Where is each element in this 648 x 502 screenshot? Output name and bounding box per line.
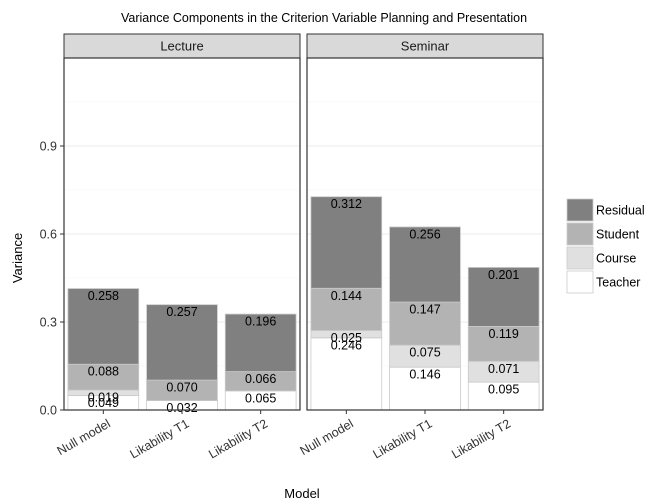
y-axis: 0.0 0.3 0.6 0.9 — [40, 140, 64, 418]
legend-item-course: Course — [566, 246, 636, 270]
legend-item-student: Student — [566, 222, 640, 246]
legend-swatch-teacher — [566, 270, 594, 294]
bar-segment-student — [467, 325, 540, 362]
legend-swatch-residual — [566, 198, 594, 222]
x-tick-label: Likability T1 — [128, 416, 192, 461]
data-label-student: 0.119 — [488, 327, 518, 341]
x-tick-label: Likability T2 — [449, 416, 513, 461]
bar-segment-residual — [389, 226, 461, 303]
bar-segment-student — [310, 287, 383, 331]
data-label-residual: 0.201 — [488, 268, 519, 282]
data-label-residual: 0.196 — [245, 315, 276, 329]
bar-segment-student — [67, 363, 140, 391]
legend-swatch-student — [566, 222, 594, 246]
chart-title: Variance Components in the Criterion Var… — [121, 11, 527, 25]
data-label-student: 0.066 — [245, 372, 276, 386]
data-label-residual: 0.256 — [409, 227, 440, 241]
bar-lecture-likability-t1: 0.032 0.070 0.257 — [146, 304, 218, 415]
data-label-teacher: 0.032 — [166, 401, 197, 415]
panel-title-seminar: Seminar — [401, 39, 450, 54]
panel-title-lecture: Lecture — [160, 39, 203, 54]
data-label-student: 0.088 — [88, 365, 119, 379]
legend-label-teacher: Teacher — [596, 276, 640, 290]
bar-lecture-likability-t2: 0.065 0.066 0.196 — [224, 313, 297, 411]
y-tick-label: 0.6 — [40, 228, 57, 242]
data-label-teacher: 0.065 — [245, 391, 276, 405]
data-label-teacher: 0.246 — [331, 338, 362, 352]
legend-label-residual: Residual — [596, 204, 645, 218]
bar-segment-residual — [67, 288, 140, 365]
data-label-student: 0.144 — [331, 289, 362, 303]
data-label-course: 0.019 — [88, 391, 119, 405]
x-axis-label: Model — [284, 486, 320, 501]
bar-segment-student — [389, 301, 461, 346]
data-label-residual: 0.257 — [166, 305, 197, 319]
data-label-residual: 0.258 — [88, 289, 119, 303]
data-label-student: 0.147 — [409, 303, 440, 317]
bar-seminar-likability-t1: 0.146 0.075 0.147 0.256 — [389, 226, 461, 411]
legend-swatch-course — [566, 246, 594, 270]
x-tick-label: Likability T1 — [371, 416, 435, 461]
x-tick-label: Null model — [298, 416, 356, 458]
y-tick-label: 0.9 — [40, 140, 57, 154]
bar-segment-residual — [310, 196, 383, 289]
y-tick-label: 0.0 — [40, 404, 57, 418]
panel-border — [306, 57, 544, 411]
legend-item-teacher: Teacher — [566, 270, 640, 294]
data-label-teacher: 0.146 — [409, 368, 440, 382]
x-tick-label: Likability T2 — [206, 416, 270, 461]
x-tick-label: Null model — [55, 416, 113, 458]
bar-segment-residual — [146, 304, 218, 381]
bar-segment-teacher — [310, 337, 383, 411]
y-axis-label: Variance — [10, 233, 25, 283]
data-label-course: 0.025 — [331, 331, 362, 345]
bar-segment-teacher — [389, 366, 461, 411]
data-label-teacher: 0.049 — [88, 396, 119, 410]
bar-seminar-likability-t2: 0.095 0.071 0.119 0.201 — [467, 267, 540, 411]
legend: Residual Student Course Teacher — [566, 198, 645, 294]
data-label-course: 0.071 — [488, 362, 519, 376]
bar-segment-residual — [224, 313, 297, 372]
data-label-teacher: 0.095 — [488, 383, 519, 397]
legend-label-course: Course — [596, 252, 636, 266]
legend-label-student: Student — [596, 228, 640, 242]
data-label-residual: 0.312 — [331, 197, 362, 211]
panel-strip-lecture — [63, 33, 301, 59]
legend-item-residual: Residual — [566, 198, 645, 222]
bar-segment-residual — [467, 267, 540, 327]
data-label-course: 0.075 — [409, 346, 440, 360]
y-tick-label: 0.3 — [40, 316, 57, 330]
data-label-student: 0.070 — [166, 381, 197, 395]
